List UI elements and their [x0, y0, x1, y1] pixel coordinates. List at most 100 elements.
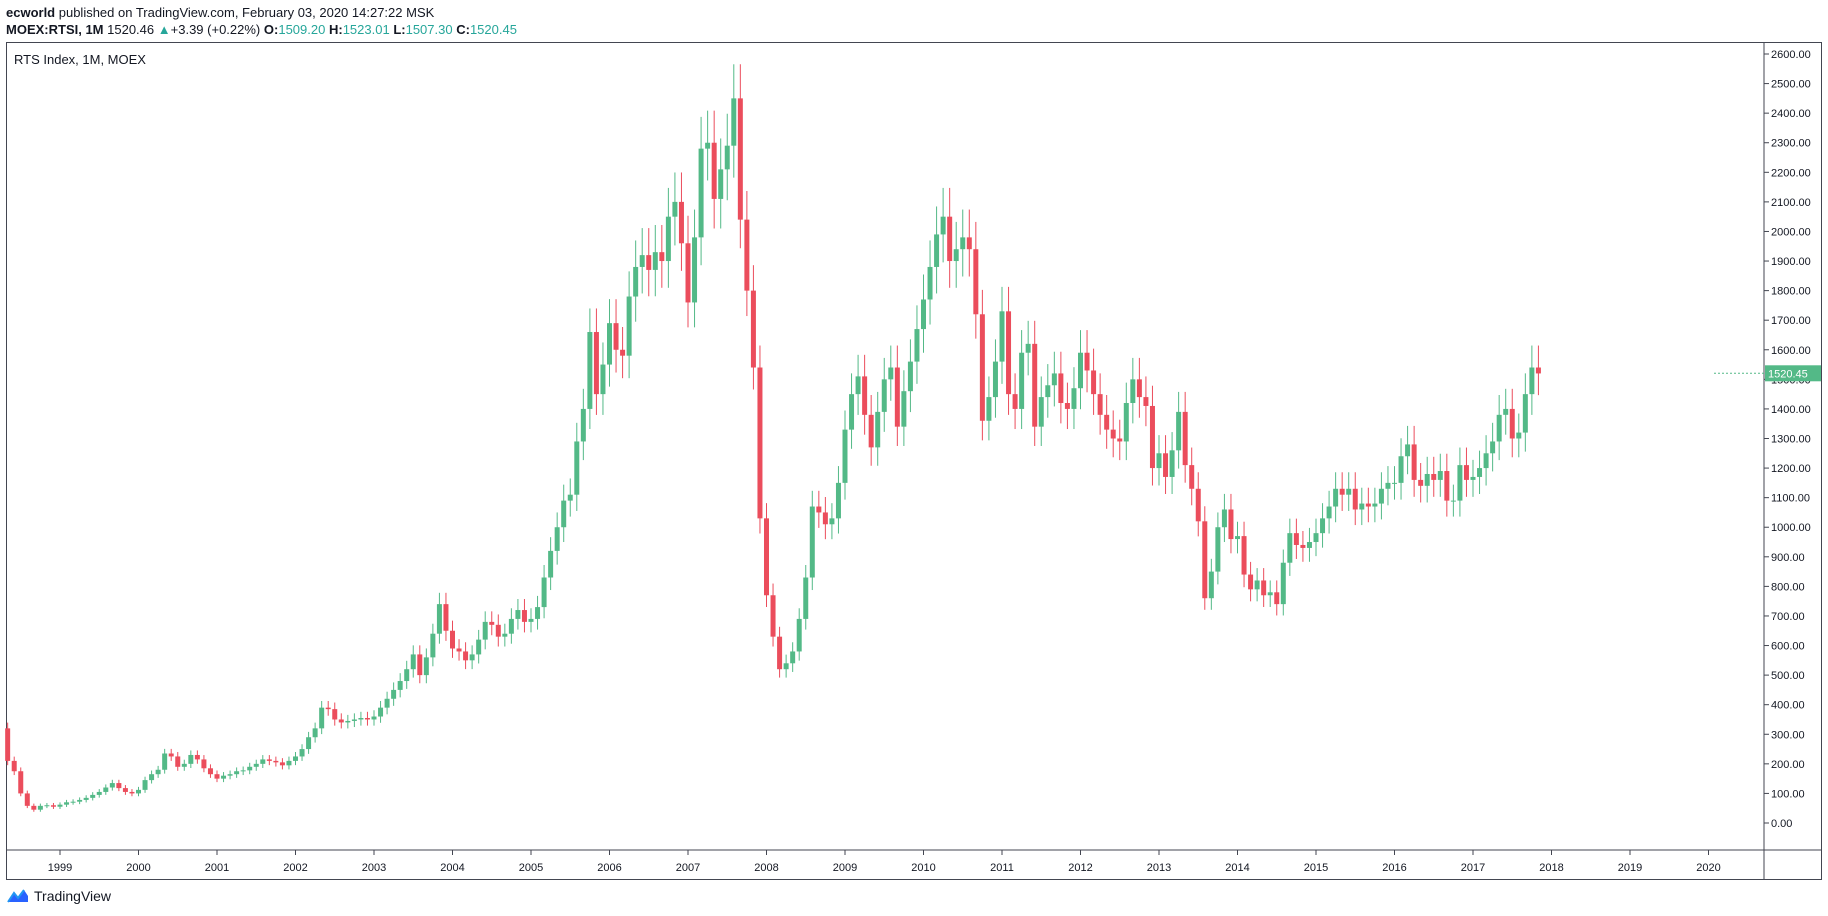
candle-body: [600, 364, 606, 395]
tradingview-logo-icon: [7, 889, 28, 903]
candle-body: [626, 296, 632, 356]
x-tick-label: 2002: [283, 862, 307, 874]
candle-body: [463, 651, 469, 661]
candle-body: [973, 249, 979, 315]
candle-body: [777, 636, 783, 670]
candle-body: [881, 379, 887, 412]
candle-body: [332, 709, 338, 720]
candle-body: [351, 719, 357, 721]
candle-body: [1254, 580, 1260, 590]
y-tick-label: 2600.00: [1771, 49, 1811, 61]
candle-body: [391, 689, 397, 699]
candle-body: [24, 793, 30, 806]
candle-body: [64, 802, 70, 805]
candle-body: [1176, 411, 1182, 451]
candle-body: [1339, 488, 1345, 495]
candle-body: [1071, 388, 1077, 409]
candle-body: [574, 441, 580, 495]
candle-body: [11, 760, 17, 772]
candle-body: [240, 770, 246, 772]
author-name[interactable]: ecworld: [6, 5, 56, 20]
candle-body: [757, 367, 763, 519]
x-tick-label: 2014: [1225, 862, 1249, 874]
candle-body: [1123, 403, 1129, 442]
low-label: L:: [393, 22, 406, 37]
y-tick-label: 1200.00: [1771, 463, 1811, 475]
high-label: H:: [328, 22, 343, 37]
x-tick-label: 2016: [1382, 862, 1406, 874]
candle-body: [1228, 509, 1234, 540]
open-label: O:: [263, 22, 279, 37]
candle-body: [515, 610, 521, 619]
candle-body: [1320, 518, 1326, 534]
chart-title: RTS Index, 1M, MOEX: [14, 52, 146, 67]
candle-body: [927, 266, 933, 300]
candle-body: [122, 788, 128, 792]
candle-body: [371, 716, 377, 720]
candle-body: [299, 749, 305, 757]
x-tick-label: 2017: [1461, 862, 1485, 874]
x-tick-label: 2001: [205, 862, 229, 874]
low-value: 1507.30: [405, 22, 453, 37]
candle-body: [1195, 488, 1201, 522]
candle-body: [1522, 394, 1528, 433]
candle-body: [1110, 429, 1116, 439]
price-change: +3.39 (+0.22%): [170, 22, 261, 37]
candle-body: [1241, 536, 1247, 575]
x-tick-label: 2005: [519, 862, 543, 874]
candle-body: [548, 550, 554, 578]
tradingview-footer[interactable]: TradingView: [6, 888, 111, 904]
candle-body: [554, 527, 560, 551]
candle-body: [855, 376, 861, 395]
candle-body: [1149, 405, 1155, 469]
candle-body: [273, 760, 279, 763]
candle-body: [868, 414, 874, 448]
candle-body: [1306, 542, 1312, 548]
y-tick-label: 1000.00: [1771, 522, 1811, 534]
x-tick-label: 2013: [1147, 862, 1171, 874]
candle-body: [1326, 506, 1332, 519]
candle-body: [18, 771, 24, 794]
candle-body: [247, 766, 253, 771]
candle-body: [960, 237, 966, 250]
candle-body: [149, 774, 155, 781]
candle-body: [633, 266, 639, 297]
candle-body: [260, 759, 266, 764]
candle-body: [142, 780, 148, 790]
candle-body: [567, 494, 573, 501]
x-tick-label: 2008: [754, 862, 778, 874]
candle-body: [5, 728, 11, 761]
candle-body: [508, 618, 514, 634]
candle-body: [672, 201, 678, 217]
candle-body: [1529, 367, 1535, 395]
chart-frame[interactable]: [6, 42, 1822, 880]
candles-group: [5, 64, 1541, 812]
candle-body: [293, 756, 298, 761]
candle-body: [1221, 509, 1227, 528]
candle-body: [1058, 373, 1064, 404]
open-value: 1509.20: [278, 22, 326, 37]
candle-body: [436, 604, 442, 634]
candle-body: [1143, 397, 1149, 406]
candle-body: [829, 518, 835, 525]
candle-body: [698, 148, 704, 238]
candle-body: [1470, 476, 1476, 480]
candle-body: [901, 391, 907, 427]
y-tick-label: 2300.00: [1771, 138, 1811, 150]
candle-body: [1038, 397, 1044, 427]
candle-body: [77, 799, 83, 802]
y-tick-label: 900.00: [1771, 552, 1805, 564]
candle-body: [384, 698, 390, 708]
candle-body: [783, 663, 789, 670]
quote-line: MOEX:RTSI, 1M 1520.46 ▲+3.39 (+0.22%) O:…: [6, 21, 517, 38]
candle-body: [469, 654, 475, 661]
x-tick-label: 2006: [597, 862, 621, 874]
candle-body: [1104, 414, 1110, 430]
y-tick-label: 500.00: [1771, 670, 1805, 682]
symbol-label[interactable]: MOEX:RTSI, 1M: [6, 22, 104, 37]
candle-body: [770, 595, 776, 637]
candle-body: [168, 753, 174, 757]
candle-body: [1156, 453, 1162, 469]
candle-body: [1097, 394, 1103, 415]
